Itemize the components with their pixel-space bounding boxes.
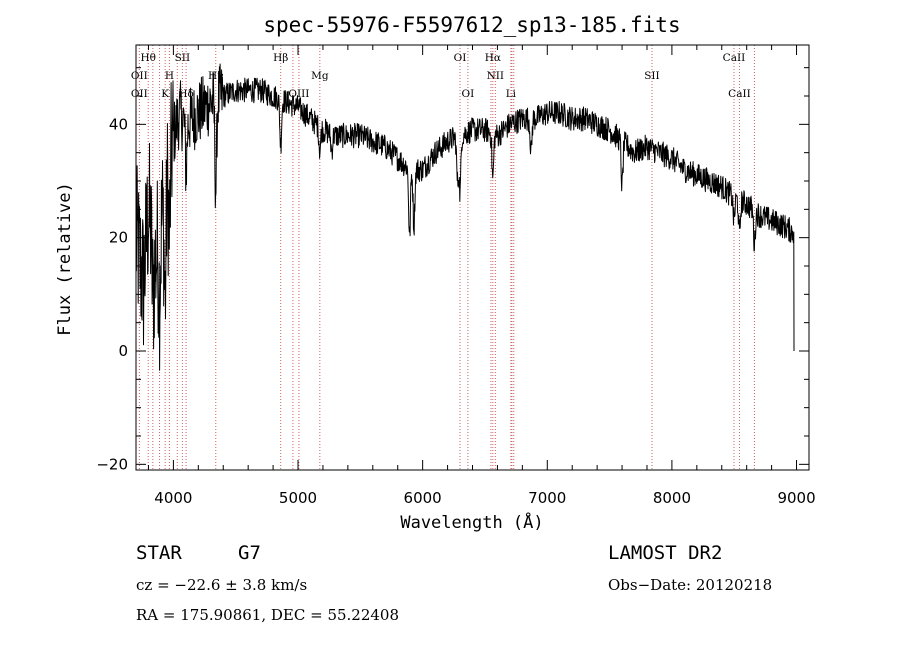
spectral-line-label: Hα <box>485 52 501 64</box>
y-tick-label: 0 <box>118 342 128 360</box>
spectral-line-label: OI <box>462 88 475 100</box>
spectral-line-label: OII <box>131 88 148 100</box>
redshift-text: cz = −22.6 ± 3.8 km/s <box>136 576 308 594</box>
spectral-line-label: Li <box>506 88 517 100</box>
spectral-line-markers <box>138 45 755 470</box>
spectral-line-label: CaII <box>728 88 751 100</box>
x-axis-label: Wavelength (Å) <box>400 511 543 533</box>
spectral-line-label: Mg <box>311 70 329 82</box>
spectral-line-label: Hθ <box>140 52 155 64</box>
spectral-line-label: CaII <box>723 52 746 64</box>
observation-date: Obs−Date: 20120218 <box>608 576 772 594</box>
object-class-text: STAR <box>136 542 182 564</box>
x-tick-label: 9000 <box>777 489 815 507</box>
coordinates-text: RA = 175.90861, DEC = 55.22408 <box>136 606 400 624</box>
spectral-line-label: H <box>165 70 174 82</box>
x-tick-label: 4000 <box>154 489 192 507</box>
spectral-line-label: K <box>161 88 169 100</box>
survey-name-text: LAMOST DR2 <box>608 542 723 564</box>
spectral-line-label: NII <box>487 70 504 82</box>
spectral-line-label: OI <box>454 52 467 64</box>
chart-title: spec-55976-F5597612_sp13-185.fits <box>263 13 680 37</box>
object-subclass: G7 <box>238 542 261 564</box>
spectral-line-label: Hβ <box>273 52 288 64</box>
spectral-line-label: OII <box>131 70 148 82</box>
x-tick-label: 7000 <box>528 489 566 507</box>
observation-date-text: Obs−Date: 20120218 <box>608 576 773 594</box>
spectral-line-label: OIII <box>288 88 309 100</box>
spectral-line-label: SII <box>175 52 191 64</box>
x-tick-label: 8000 <box>653 489 691 507</box>
object-class: STAR <box>136 542 182 564</box>
x-tick-label: 6000 <box>404 489 442 507</box>
x-tick-label: 5000 <box>279 489 317 507</box>
y-axis-label: Flux (relative) <box>55 182 75 336</box>
coordinates: RA = 175.90861, DEC = 55.22408 <box>136 606 399 624</box>
spectrum-line <box>135 63 795 371</box>
spectrum-series <box>135 63 795 371</box>
object-subclass-text: G7 <box>238 542 261 564</box>
redshift-value: cz = −22.6 ± 3.8 km/s <box>136 576 307 594</box>
spectral-line-label: Hδ <box>178 88 193 100</box>
survey-name: LAMOST DR2 <box>608 542 722 564</box>
y-tick-label: 20 <box>109 229 128 247</box>
y-tick-label: −20 <box>96 455 128 473</box>
plot-axes: 4000 5000 6000 7000 8000 9000 −20 0 20 40 <box>96 44 816 507</box>
spectral-line-label: SII <box>644 70 660 82</box>
y-tick-label: 40 <box>109 115 128 133</box>
spectral-line-labels: HθOIIOIIHKSIIHδHγHβMgOIIIOIOIHαNIILiSIIC… <box>131 52 751 100</box>
plot-frame <box>135 44 810 471</box>
